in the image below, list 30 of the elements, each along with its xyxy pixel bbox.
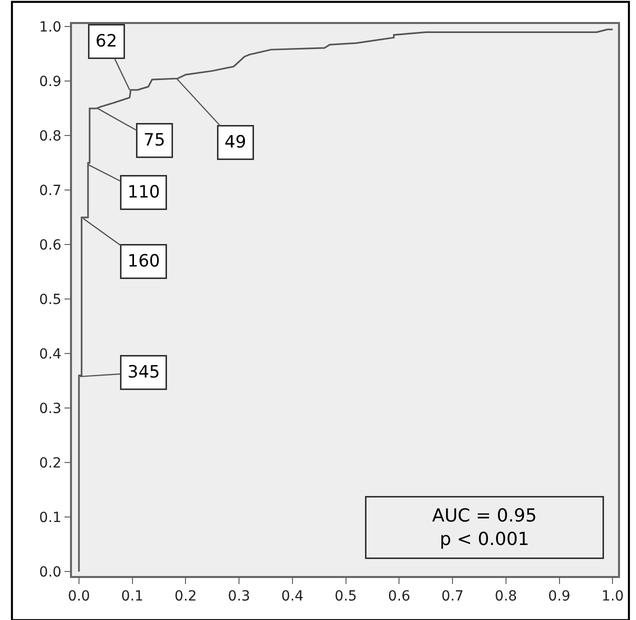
y-tick-label: 0.4: [39, 346, 62, 363]
x-tick-label: 0.8: [494, 588, 518, 605]
y-tick-label: 0.7: [39, 183, 62, 200]
x-tick-label: 0.1: [121, 588, 144, 605]
line-series: [78, 28, 614, 572]
x-tick-label: 1.0: [602, 588, 624, 605]
y-tick-label: 1.0: [39, 20, 62, 36]
x-tick-label: 0.6: [388, 588, 410, 605]
annotation: AUC = 0.95 p < 0.001: [432, 506, 537, 550]
y-tick-label: 0.0: [39, 564, 62, 581]
annotation: 110: [128, 182, 160, 202]
annotation: 62: [96, 32, 118, 52]
x-tick-label: 0.5: [334, 588, 357, 605]
x-tick-label: 0.4: [281, 588, 304, 605]
y-tick-label: 0.2: [39, 456, 62, 472]
y-tick-label: 0.5: [39, 292, 62, 308]
x-tick-label: 0.2: [174, 588, 197, 605]
x-tick-label: 0.7: [441, 588, 464, 605]
y-tick-label: 0.6: [39, 238, 62, 254]
y-tick-label: 0.8: [39, 128, 62, 145]
x-tick-label: 0.0: [68, 588, 90, 605]
annotation: 345: [128, 362, 160, 382]
x-tick-label: 0.9: [548, 588, 570, 605]
y-tick-label: 0.3: [39, 401, 62, 418]
annotation: 160: [128, 252, 160, 272]
x-tick-label: 0.3: [228, 588, 250, 605]
y-tick-label: 0.1: [39, 510, 62, 526]
y-tick-label: 0.9: [39, 74, 62, 90]
annotation: 49: [224, 132, 246, 152]
annotation: 75: [144, 130, 166, 150]
